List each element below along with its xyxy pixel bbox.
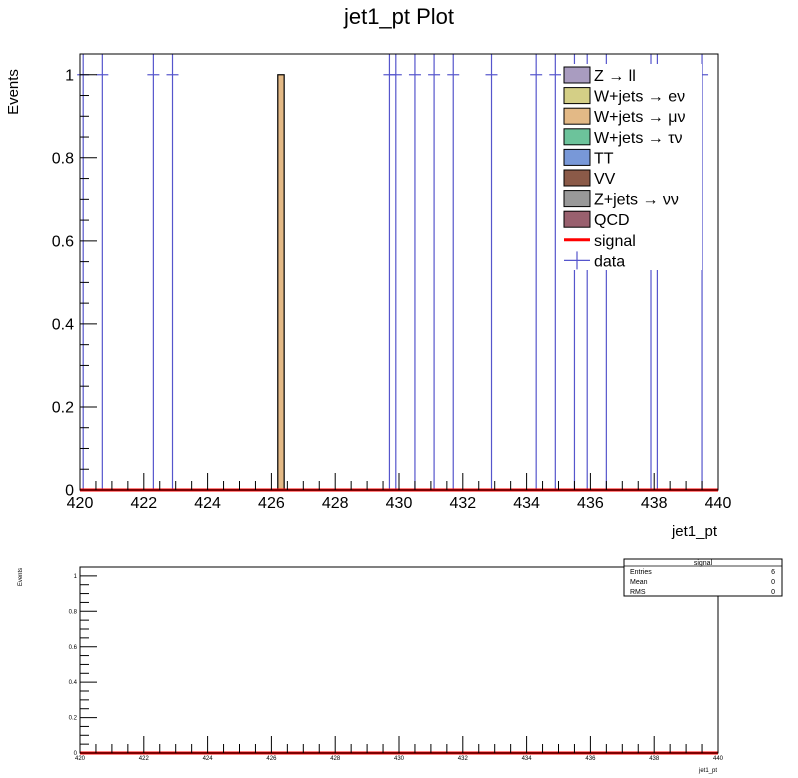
legend: Z → ll W+jets → eν W+jets → μν W+jets → τν T… xyxy=(561,64,702,270)
legend-entry-label: TT xyxy=(594,150,614,167)
legend-symbol xyxy=(563,107,591,125)
legend-symbol xyxy=(563,66,591,84)
x-tick-label: 436 xyxy=(585,756,596,762)
legend-symbol xyxy=(564,251,590,270)
main-y-axis: 0 0.2 0.4 0.6 0.8 1 xyxy=(52,53,97,500)
y-tick-label: 0 xyxy=(65,483,74,500)
legend-symbol xyxy=(563,87,591,105)
x-tick-label: 426 xyxy=(258,495,285,512)
y-tick-label: 0.6 xyxy=(69,645,78,651)
legend-entry-label: Z → ll xyxy=(594,68,636,85)
x-tick-label: 428 xyxy=(330,756,341,762)
sub-x-axis: 420 422 424 426 428 430 432 434 436 438 440 xyxy=(75,736,724,762)
legend-symbol xyxy=(563,128,591,146)
x-tick-label: 420 xyxy=(67,495,94,512)
stats-box-frame xyxy=(623,558,783,597)
y-tick-label: 0.4 xyxy=(69,680,78,686)
legend-entry-label: W+jets → eν xyxy=(594,89,685,106)
x-tick-label: 438 xyxy=(641,495,668,512)
x-axis-label: jet1_pt xyxy=(671,523,718,540)
y-tick-label: 0.4 xyxy=(52,317,74,334)
stats-box-title: signal xyxy=(694,560,713,567)
y-tick-label: 0.2 xyxy=(69,716,78,722)
sub-y-axis: 0 0.2 0.4 0.6 0.8 1 xyxy=(69,566,97,757)
stats-rms-value: 0 xyxy=(771,589,775,596)
legend-symbol xyxy=(563,210,591,228)
y-tick-label: 0 xyxy=(74,751,78,757)
x-tick-label: 422 xyxy=(130,495,157,512)
legend-symbol xyxy=(563,169,591,187)
y-tick-label: 0.8 xyxy=(69,609,78,615)
x-tick-label: 440 xyxy=(713,756,724,762)
x-tick-label: 430 xyxy=(386,495,413,512)
x-tick-label: 426 xyxy=(266,756,277,762)
x-tick-label: 438 xyxy=(649,756,660,762)
y-tick-label: 1 xyxy=(74,574,78,580)
main-x-axis: 420 422 424 426 428 430 432 434 436 438 440 xyxy=(67,473,732,512)
y-tick-label: 0.6 xyxy=(52,233,74,250)
sub-plot-frame xyxy=(79,566,719,754)
sub-x-axis-label: jet1_pt xyxy=(698,768,717,774)
y-tick-label: 0.2 xyxy=(52,400,74,417)
x-tick-label: 424 xyxy=(194,495,221,512)
legend-entry-label: QCD xyxy=(594,212,630,229)
stats-entries-label: Entries xyxy=(630,569,652,576)
x-tick-label: 428 xyxy=(322,495,349,512)
stats-mean-label: Mean xyxy=(630,579,648,586)
legend-symbol xyxy=(563,190,591,208)
chart-title: jet1_pt Plot xyxy=(343,4,454,29)
legend-entry-label: W+jets → μν xyxy=(594,109,685,126)
legend-entry-label: VV xyxy=(594,171,616,188)
legend-entry-label: W+jets → τν xyxy=(594,130,683,147)
sub-y-axis-label: Events xyxy=(18,568,24,586)
x-tick-label: 440 xyxy=(705,495,732,512)
x-tick-label: 430 xyxy=(394,756,405,762)
stack-bar xyxy=(277,74,285,491)
legend-entry-label: Z+jets → νν xyxy=(594,192,679,209)
x-tick-label: 432 xyxy=(458,756,469,762)
legend-entry-label: signal xyxy=(594,233,636,250)
x-tick-label: 420 xyxy=(75,756,86,762)
legend-symbol xyxy=(563,148,591,166)
stats-entries-value: 6 xyxy=(771,569,775,576)
x-tick-label: 436 xyxy=(577,495,604,512)
x-tick-label: 434 xyxy=(513,495,540,512)
x-tick-label: 424 xyxy=(203,756,214,762)
stats-box: signal Entries 6 Mean 0 RMS 0 xyxy=(623,558,783,597)
stats-mean-value: 0 xyxy=(771,579,775,586)
stats-rms-label: RMS xyxy=(630,589,646,596)
y-tick-label: 0.8 xyxy=(52,150,74,167)
x-tick-label: 422 xyxy=(139,756,150,762)
y-axis-label: Events xyxy=(5,69,22,115)
y-tick-label: 1 xyxy=(65,67,74,84)
legend-entry-label: data xyxy=(594,253,625,270)
x-tick-label: 434 xyxy=(522,756,533,762)
x-tick-label: 432 xyxy=(449,495,476,512)
